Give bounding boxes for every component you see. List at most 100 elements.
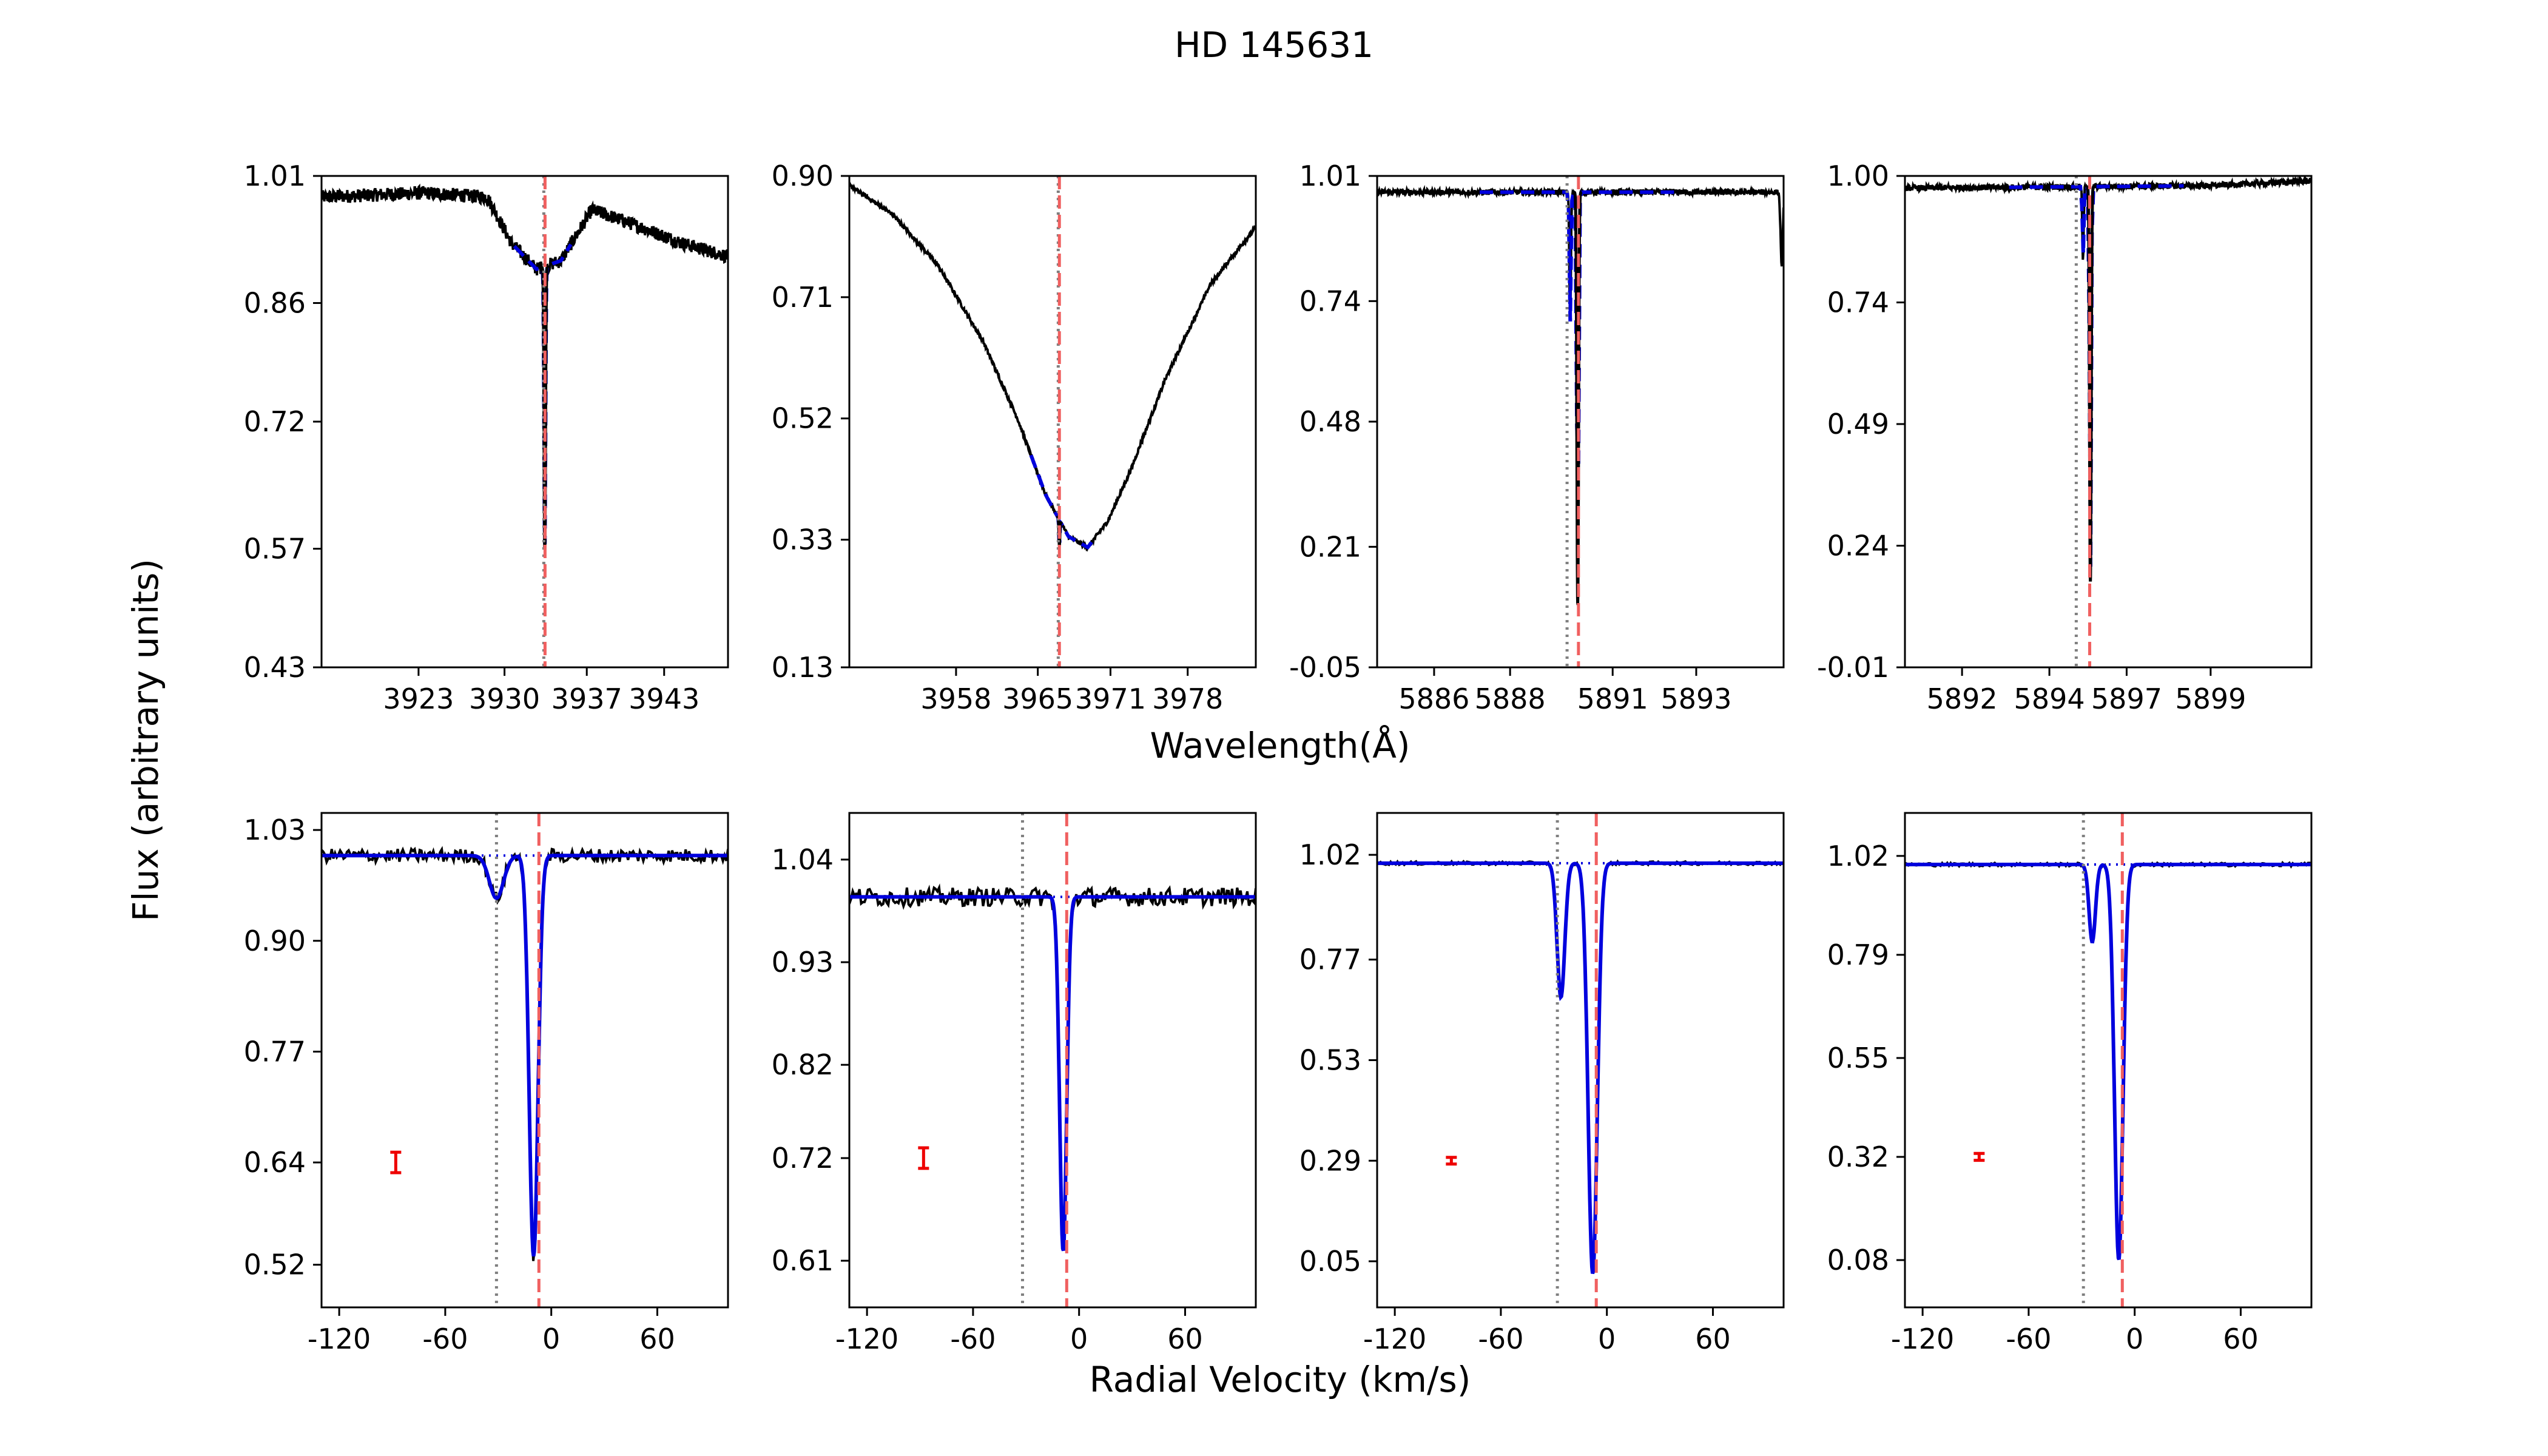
bottom-panel-1-ytick-label: 0.64: [244, 1146, 306, 1179]
bottom-panel-4-ytick-label: 1.02: [1827, 840, 1889, 872]
bottom-panel-1-frame: [320, 812, 729, 1309]
top-panel-3-ytick-label: 0.74: [1299, 285, 1361, 317]
top-panel-4-xtick-label: 5892: [1927, 682, 1998, 715]
top-panel-2-fit-line: [1029, 454, 1096, 550]
top-panel-2-ytick-label: 0.90: [772, 160, 834, 192]
bottom-panel-3-ytick-label: 0.05: [1299, 1245, 1361, 1278]
top-panel-3-ytick-label: 1.01: [1299, 160, 1361, 192]
top-panel-1-ytick-label: 0.86: [244, 286, 306, 319]
top-panel-1-xtick-label: 3930: [469, 682, 540, 715]
top-panel-1-xtick-label: 3943: [629, 682, 699, 715]
bottom-panel-3-fit-line: [1377, 861, 1784, 1275]
bottom-panel-3-xtick-label: -60: [1478, 1323, 1523, 1355]
top-panel-4-ytick-label: 0.24: [1827, 530, 1889, 562]
top-panel-4-frame: [1904, 175, 2313, 669]
bottom-panel-2-fit-line: [849, 895, 1256, 1252]
bottom-panel-3-xtick-label: 0: [1598, 1323, 1616, 1355]
top-panel-1-fit-line: [513, 243, 573, 544]
bottom-panel-2-ytick-label: 0.93: [772, 946, 834, 979]
bottom-panel-3: -120 -60 0 60 0.05 0.29 0.53 0.77 1.02: [1299, 812, 1785, 1355]
bottom-panel-3-ytick-label: 0.53: [1299, 1044, 1361, 1077]
bottom-panel-2-xtick-label: -60: [950, 1323, 996, 1355]
bottom-panel-3-ytick-label: 0.29: [1299, 1144, 1361, 1177]
bottom-panel-2-spectrum-line: [849, 883, 1256, 1243]
bottom-panel-2-ytick-label: 0.61: [772, 1244, 834, 1277]
top-panel-2-spectrum-line: [849, 181, 1256, 552]
top-panel-4-xtick-label: 5894: [2014, 682, 2085, 715]
top-panel-2-ytick-label: 0.13: [772, 651, 834, 684]
top-panel-3-ytick-label: 0.48: [1299, 405, 1361, 438]
top-panel-2-plot-area: [849, 176, 1256, 667]
bottom-panel-4-ytick-label: 0.32: [1827, 1141, 1889, 1173]
top-panel-2-xtick-label: 3958: [920, 682, 991, 715]
top-panel-4-fit-line: [2009, 183, 2184, 567]
bottom-panel-2-ytick-label: 0.72: [772, 1142, 834, 1175]
top-panel-4-spectrum-line: [1905, 176, 2311, 568]
bottom-panel-4-xtick-label: 60: [2223, 1323, 2259, 1355]
top-panel-2-ytick-label: 0.71: [772, 281, 834, 314]
top-panel-3-xtick-label: 5886: [1398, 682, 1469, 715]
bottom-panel-4-ytick-label: 0.08: [1827, 1244, 1889, 1276]
top-panel-2-ytick-label: 0.52: [772, 402, 834, 435]
top-panel-1-ytick-label: 1.01: [244, 160, 306, 192]
top-panel-2-xtick-label: 3978: [1152, 682, 1223, 715]
top-panel-4: 5892 5894 5897 5899 -0.01 0.24 0.49 0.74 1.00: [1817, 160, 2313, 715]
top-panel-2-xtick-label: 3965: [1002, 682, 1073, 715]
top-panel-3: 5886 5888 5891 5893 -0.05 0.21 0.48 0.74 1.01: [1289, 160, 1785, 715]
top-panel-1-plot-area: [322, 176, 728, 667]
bottom-panel-4-xtick-label: -120: [1891, 1323, 1954, 1355]
x-axis-label-radial-velocity: Radial Velocity (km/s): [1089, 1359, 1471, 1400]
bottom-panel-3-ytick-label: 1.02: [1299, 838, 1361, 871]
top-panel-4-absorption-core: [2086, 185, 2095, 582]
bottom-panel-2-xtick-label: -120: [835, 1323, 898, 1355]
top-panel-4-xtick-label: 5899: [2175, 682, 2246, 715]
figure-title: HD 145631: [1174, 24, 1374, 66]
bottom-panel-4-frame: [1904, 812, 2313, 1309]
bottom-panel-3-error-bar: [1446, 1156, 1457, 1166]
bottom-panel-2-frame: [848, 812, 1257, 1309]
bottom-panel-3-ytick-label: 0.77: [1299, 943, 1361, 976]
bottom-panel-4-spectrum-line: [1905, 860, 2311, 1259]
bottom-panel-1-error-bar: [390, 1150, 402, 1175]
top-panel-3-xtick-label: 5893: [1660, 682, 1731, 715]
top-panel-4-plot-area: [1905, 176, 2311, 667]
top-panel-3-ytick-label: 0.21: [1299, 530, 1361, 563]
bottom-panel-4-error-bar: [1973, 1151, 1985, 1162]
bottom-panel-4-xtick-label: 0: [2126, 1323, 2143, 1355]
bottom-panel-4-fit-line: [1905, 863, 2311, 1261]
top-panel-4-ytick-label: -0.01: [1817, 651, 1889, 684]
bottom-panel-2-xtick-label: 0: [1070, 1323, 1088, 1355]
bottom-panel-4-plot-area: [1905, 813, 2311, 1307]
bottom-panel-1-ytick-label: 0.90: [244, 925, 306, 957]
bottom-panel-2-plot-area: [849, 813, 1256, 1307]
top-panel-2: 3958 3965 3971 3978 0.13 0.33 0.52 0.71 0.90: [772, 160, 1257, 715]
bottom-panel-1-ytick-label: 1.03: [244, 814, 306, 846]
bottom-panel-2-error-bar: [918, 1146, 929, 1170]
top-panel-1-xtick-label: 3937: [551, 682, 622, 715]
top-panel-3-xtick-label: 5891: [1577, 682, 1648, 715]
bottom-panel-1-xtick-label: -60: [422, 1323, 468, 1355]
top-panel-1: 3923 3930 3937 3943 0.43 0.57 0.72 0.86 1.01: [244, 160, 729, 715]
bottom-panel-1-ytick-label: 0.52: [244, 1249, 306, 1281]
bottom-panel-1: -120 -60 0 60 0.52 0.64 0.77 0.90 1.03: [244, 812, 729, 1355]
bottom-panel-4-ytick-label: 0.55: [1827, 1042, 1889, 1074]
bottom-panel-1-xtick-label: -120: [308, 1323, 371, 1355]
bottom-panel-3-spectrum-line: [1377, 859, 1784, 1271]
top-panel-1-ytick-label: 0.57: [244, 532, 306, 565]
bottom-panel-3-plot-area: [1377, 813, 1784, 1307]
bottom-panel-4: -120 -60 0 60 0.08 0.32 0.55 0.79 1.02: [1827, 812, 2313, 1355]
bottom-panel-3-xtick-label: 60: [1695, 1323, 1731, 1355]
bottom-panel-1-plot-area: [322, 813, 728, 1307]
top-panel-3-xtick-label: 5888: [1475, 682, 1546, 715]
top-panel-1-frame: [320, 175, 729, 669]
top-panel-4-ytick-label: 0.74: [1827, 286, 1889, 319]
x-axis-label-wavelength: Wavelength(Å): [1150, 725, 1410, 766]
bottom-panel-4-ytick-label: 0.79: [1827, 939, 1889, 971]
top-panel-3-plot-area: [1377, 176, 1784, 667]
top-panel-4-ytick-label: 1.00: [1827, 160, 1889, 192]
bottom-panel-4-xtick-label: -60: [2006, 1323, 2051, 1355]
top-panel-4-xtick-label: 5897: [2091, 682, 2162, 715]
bottom-panel-2-ytick-label: 1.04: [772, 843, 834, 876]
